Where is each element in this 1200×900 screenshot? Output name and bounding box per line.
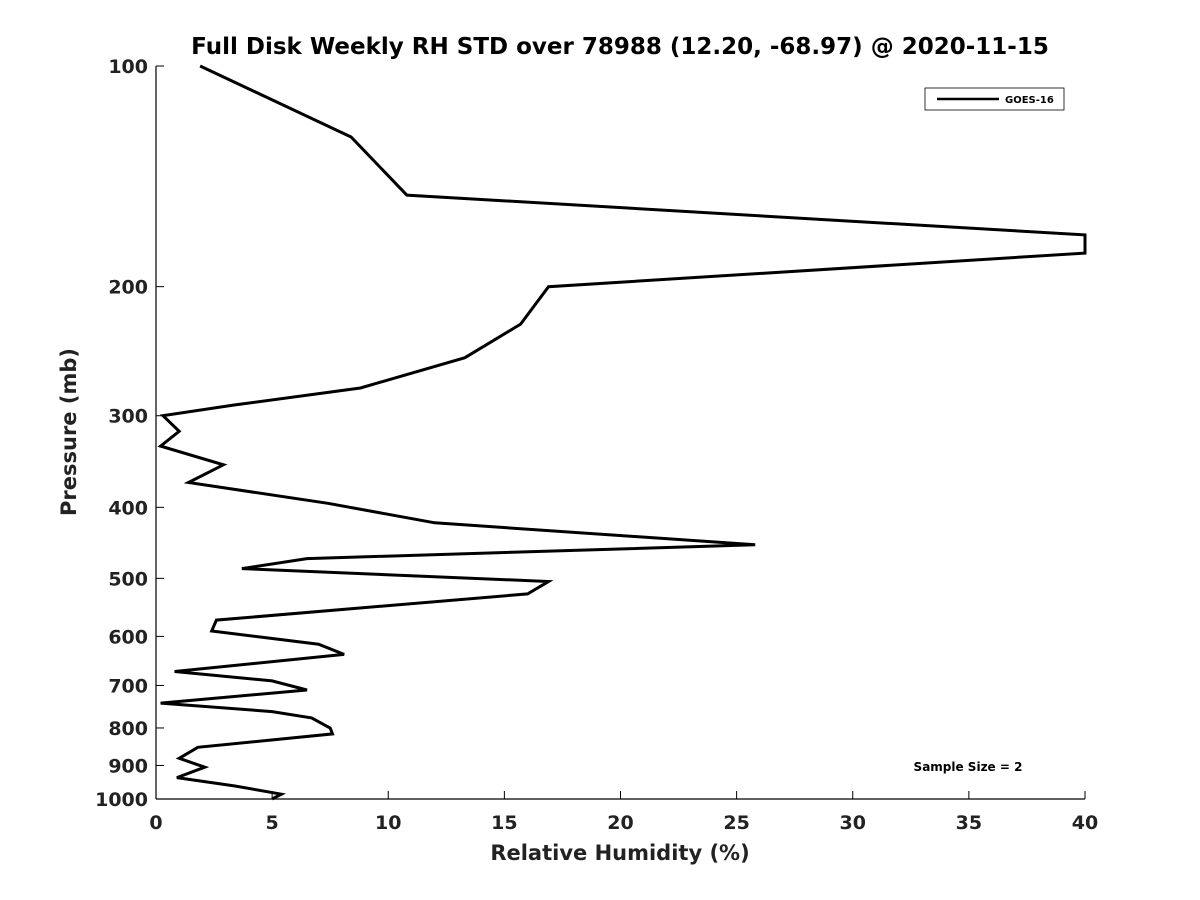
- series-line-goes-16: [157, 64, 1087, 801]
- legend: GOES-16: [924, 87, 1065, 111]
- y-tick-label: 300: [108, 406, 148, 428]
- x-tick-label: 25: [723, 812, 749, 834]
- x-tick-label: 35: [956, 812, 982, 834]
- legend-label-goes-16: GOES-16: [1005, 95, 1054, 106]
- x-tick-label: 15: [491, 812, 517, 834]
- y-tick-label: 600: [108, 626, 148, 648]
- x-tick-label: 10: [375, 812, 401, 834]
- chart-title: Full Disk Weekly RH STD over 78988 (12.2…: [191, 34, 1049, 60]
- y-tick-label: 500: [108, 568, 148, 590]
- x-tick-label: 30: [840, 812, 866, 834]
- sample-size-annotation: Sample Size = 2: [914, 760, 1023, 774]
- y-axis-label: Pressure (mb): [57, 348, 81, 516]
- y-tick-label: 1000: [95, 789, 148, 811]
- x-tick-label: 40: [1072, 812, 1098, 834]
- y-tick-label: 900: [108, 755, 148, 777]
- x-tick-label: 5: [266, 812, 279, 834]
- plot-area: [157, 64, 1087, 801]
- axes-frame: [156, 66, 1085, 799]
- x-axis-ticks: 0 5 10 15 20 25 30 35 40: [149, 791, 1098, 834]
- x-tick-label: 20: [607, 812, 633, 834]
- y-tick-label: 200: [108, 277, 148, 299]
- x-tick-label: 0: [149, 812, 162, 834]
- y-tick-label: 700: [108, 675, 148, 697]
- x-axis-label: Relative Humidity (%): [490, 841, 749, 865]
- y-axis-ticks: 100 200 300 400 500 600 700 800 900 1000: [95, 56, 164, 811]
- y-tick-label: 800: [108, 718, 148, 740]
- y-tick-label: 100: [108, 56, 148, 78]
- y-tick-label: 400: [108, 497, 148, 519]
